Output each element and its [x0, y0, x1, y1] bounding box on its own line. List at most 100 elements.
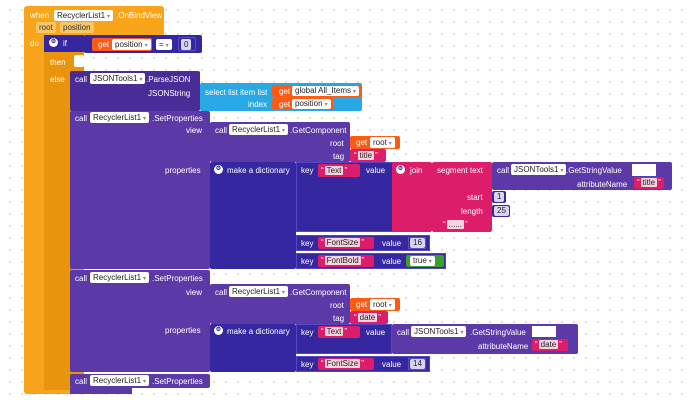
- sp1-key2-string[interactable]: “FontSize”: [321, 238, 364, 247]
- sp2-value2-label: value: [382, 360, 402, 369]
- sp1-view-label: view: [186, 126, 203, 135]
- sp1-method: .SetProperties: [152, 114, 203, 123]
- gear-icon[interactable]: ⚙: [214, 165, 223, 174]
- sp1-value2-label: value: [382, 239, 402, 248]
- sp2-root-dropdown[interactable]: root ▾: [370, 299, 395, 310]
- sp1-tag-string[interactable]: “title”: [354, 151, 378, 160]
- dropdown-arrow-icon: ▾: [353, 89, 357, 95]
- sp2-gsv-empty-socket[interactable]: [532, 326, 556, 337]
- sp2-call-label: call: [75, 274, 88, 283]
- operator-dropdown[interactable]: = ▾: [156, 39, 172, 50]
- sp1-gsv-empty-socket[interactable]: [632, 164, 656, 176]
- then-empty-slot[interactable]: [74, 55, 84, 67]
- index-position-dropdown[interactable]: position ▾: [292, 99, 331, 109]
- sp1-root-dropdown[interactable]: root ▾: [370, 137, 395, 148]
- global-items-dropdown[interactable]: global All_Items ▾: [292, 86, 360, 96]
- sp1-tag-value: title: [357, 151, 375, 160]
- sp2-gc-tag-label: tag: [333, 314, 345, 323]
- sp1-length-label: length: [461, 207, 483, 216]
- sp2-gc-component-name: RecyclerList1: [232, 287, 281, 296]
- position-dropdown[interactable]: position ▾: [112, 39, 151, 50]
- sp1-gsv-component-dropdown[interactable]: JSONTools1 ▾: [511, 164, 567, 175]
- sp2-make-dictionary-block[interactable]: [210, 324, 296, 372]
- do-label: do: [30, 39, 39, 48]
- sp1-component-dropdown[interactable]: RecyclerList1 ▾: [90, 112, 150, 123]
- sp1-gc-component-name: RecyclerList1: [232, 125, 281, 134]
- sp2-component-dropdown[interactable]: RecyclerList1 ▾: [90, 272, 150, 283]
- sp2-properties-label: properties: [165, 326, 201, 335]
- dropdown-arrow-icon: ▾: [143, 379, 147, 385]
- sp1-start-value[interactable]: 1: [494, 192, 505, 202]
- dropdown-arrow-icon: ▾: [144, 43, 148, 49]
- get-label: get: [98, 40, 110, 49]
- sp1-attr-string[interactable]: “title”: [637, 178, 661, 187]
- sp1-dots-string[interactable]: “......”: [443, 220, 468, 229]
- sp1-component-name: RecyclerList1: [93, 113, 142, 122]
- sp1-join-label: join: [410, 166, 423, 175]
- sp2-attr-label: attributeName: [478, 342, 529, 351]
- setproperties-block-2[interactable]: [70, 270, 210, 372]
- sp2-tag-string[interactable]: “date”: [354, 313, 381, 322]
- event-component-dropdown[interactable]: RecyclerList1 ▾: [54, 10, 114, 21]
- sp1-key2-value: FontSize: [324, 238, 361, 247]
- sp1-key3-value: FontBold: [324, 256, 361, 265]
- event-block-bottom: [24, 386, 84, 394]
- sp2-gc-component-dropdown[interactable]: RecyclerList1 ▾: [229, 286, 289, 297]
- sp1-gsv-call-label: call: [497, 166, 510, 175]
- sp3-method: .SetProperties: [152, 377, 203, 386]
- sp1-key3-label: key: [301, 257, 314, 266]
- sp2-gsv-component-name: JSONTools1: [414, 327, 459, 336]
- sp2-key1-string[interactable]: “Text”: [321, 327, 348, 336]
- sp2-key2-label: key: [301, 360, 314, 369]
- sp1-dots-value: ......: [446, 220, 465, 229]
- dropdown-arrow-icon: ▾: [560, 168, 564, 174]
- sp1-key3-string[interactable]: “FontBold”: [321, 256, 365, 265]
- sp2-tag-value: date: [357, 313, 378, 322]
- sp1-call-label: call: [75, 114, 88, 123]
- sp2-gsv-method: .GetStringValue: [470, 328, 526, 337]
- sp3-call-label: call: [75, 377, 88, 386]
- sp2-gsv-component-dropdown[interactable]: JSONTools1 ▾: [411, 326, 467, 337]
- sp1-make-dictionary-block[interactable]: [210, 162, 296, 269]
- parsejson-component-dropdown[interactable]: JSONTools1 ▾: [90, 73, 146, 84]
- parsejson-call-label: call: [75, 75, 88, 84]
- sp1-segment-label: segment text: [437, 166, 483, 175]
- gear-icon[interactable]: ⚙: [49, 38, 58, 47]
- sp1-key1-string[interactable]: “Text”: [321, 166, 348, 175]
- dropdown-arrow-icon: ▾: [460, 330, 464, 336]
- global-items-name: global All_Items: [295, 86, 352, 95]
- sp1-boolean-dropdown[interactable]: true ▾: [410, 256, 435, 266]
- sp1-boolean-value: true: [413, 256, 427, 265]
- param-position[interactable]: position: [60, 22, 94, 33]
- sp1-value2-number[interactable]: 16: [410, 238, 425, 248]
- dropdown-arrow-icon: ▾: [388, 141, 392, 147]
- param-root[interactable]: root: [36, 22, 56, 33]
- sp1-gc-component-dropdown[interactable]: RecyclerList1 ▾: [229, 124, 289, 135]
- dropdown-arrow-icon: ▾: [107, 14, 111, 20]
- dropdown-arrow-icon: ▾: [282, 128, 286, 134]
- dropdown-arrow-icon: ▾: [143, 116, 147, 122]
- dropdown-arrow-icon: ▾: [324, 102, 328, 108]
- sp1-root-name: root: [373, 138, 387, 147]
- sp2-attr-string[interactable]: “date”: [535, 340, 562, 349]
- sp2-value2-number[interactable]: 14: [410, 359, 425, 369]
- index-position-name: position: [295, 99, 323, 108]
- sp2-key2-string[interactable]: “FontSize”: [321, 359, 364, 368]
- sp1-length-value[interactable]: 25: [494, 206, 509, 216]
- sp1-attr-value: title: [640, 178, 658, 187]
- sp1-key1-value: Text: [324, 166, 344, 175]
- then-label: then: [50, 58, 66, 67]
- sp3-component-dropdown[interactable]: RecyclerList1 ▾: [90, 375, 150, 386]
- parsejson-method: .ParseJSON: [146, 75, 191, 84]
- if-label: if: [63, 39, 67, 48]
- number-zero[interactable]: 0: [181, 39, 192, 50]
- get-label: get: [356, 300, 368, 309]
- parsejson-component-name: JSONTools1: [93, 74, 138, 83]
- dropdown-arrow-icon: ▾: [139, 77, 143, 83]
- sp1-gsv-method: .GetStringValue: [566, 166, 622, 175]
- sp2-root-name: root: [373, 300, 387, 309]
- sp1-gc-root-label: root: [330, 139, 344, 148]
- gear-icon[interactable]: ⚙: [214, 326, 223, 335]
- gear-icon[interactable]: ⚙: [396, 165, 405, 174]
- setproperties-block-1[interactable]: [70, 111, 210, 269]
